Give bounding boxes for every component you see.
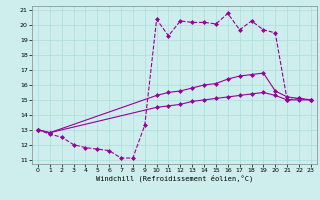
- X-axis label: Windchill (Refroidissement éolien,°C): Windchill (Refroidissement éolien,°C): [96, 175, 253, 182]
